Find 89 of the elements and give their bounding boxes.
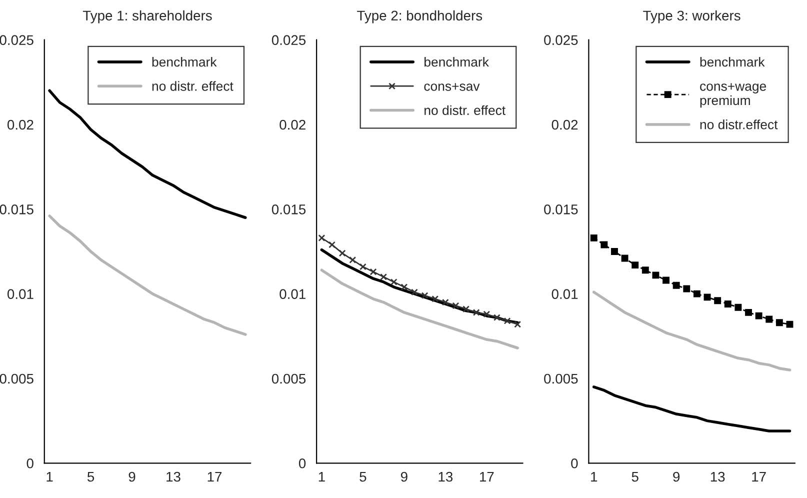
point bbox=[328, 241, 336, 248]
point bbox=[359, 263, 366, 270]
point bbox=[611, 248, 618, 255]
point bbox=[704, 294, 711, 301]
y-tick-label: 0.01 bbox=[280, 289, 306, 299]
y-tick-label: 0.025 bbox=[544, 35, 578, 46]
x-tick-label: 5 bbox=[360, 472, 366, 482]
point bbox=[683, 285, 690, 292]
point bbox=[442, 298, 449, 306]
legend-label: no distr. effect bbox=[424, 105, 506, 116]
x-tick-label: 13 bbox=[166, 472, 180, 482]
point bbox=[421, 292, 428, 299]
point bbox=[786, 320, 794, 328]
point bbox=[452, 302, 460, 310]
line-series bbox=[592, 290, 792, 372]
y-tick-label: 0.005 bbox=[272, 374, 306, 384]
legend-label: cons+sav bbox=[424, 83, 480, 91]
x-tick-label: 9 bbox=[400, 472, 408, 482]
point bbox=[672, 282, 680, 289]
x-tick-label: 9 bbox=[128, 472, 136, 482]
point bbox=[349, 256, 356, 264]
line-series bbox=[48, 89, 247, 220]
x-tick-label: 17 bbox=[752, 472, 766, 482]
point bbox=[380, 273, 388, 280]
y-tick-label: 0.025 bbox=[272, 35, 306, 46]
point bbox=[766, 316, 773, 323]
legend-label: no distr.effect bbox=[700, 120, 778, 130]
y-tick-label: 0 bbox=[26, 458, 34, 468]
y-tick-label: 0.025 bbox=[0, 35, 34, 46]
point bbox=[411, 288, 418, 296]
point bbox=[724, 300, 732, 308]
point bbox=[514, 320, 522, 328]
point bbox=[318, 234, 326, 242]
point bbox=[714, 297, 722, 304]
point bbox=[621, 254, 628, 262]
chart-title: Type 1: shareholders bbox=[82, 10, 212, 24]
y-tick-label: 0.015 bbox=[0, 204, 34, 214]
y-tick-label: 0.005 bbox=[544, 374, 578, 384]
point bbox=[483, 310, 490, 318]
y-tick-label: 0.02 bbox=[552, 120, 578, 130]
chart-title: Type 2: bondholders bbox=[357, 10, 482, 24]
x-tick-label: 1 bbox=[318, 472, 325, 482]
point bbox=[432, 295, 439, 302]
point bbox=[462, 306, 470, 313]
point bbox=[390, 278, 398, 286]
point bbox=[600, 241, 608, 248]
y-tick-label: 0.005 bbox=[0, 374, 34, 384]
x-tick-label: 5 bbox=[632, 472, 638, 482]
y-tick-label: 0.01 bbox=[7, 289, 34, 299]
y-tick-label: 0.02 bbox=[7, 120, 34, 130]
point bbox=[400, 284, 408, 291]
y-tick-label: 0.015 bbox=[544, 204, 578, 214]
line-series bbox=[48, 214, 247, 336]
legend-label: no distr. effect bbox=[152, 81, 234, 91]
point bbox=[472, 308, 480, 316]
x-tick-label: 5 bbox=[87, 472, 94, 482]
point bbox=[338, 250, 346, 257]
x-tick-label: 13 bbox=[438, 472, 453, 482]
legend-label: benchmark bbox=[424, 56, 489, 67]
x-tick-label: 9 bbox=[673, 472, 680, 482]
line-series bbox=[592, 386, 792, 432]
legend-label: benchmark bbox=[700, 56, 765, 67]
legend-label: benchmark bbox=[152, 56, 217, 67]
point bbox=[776, 319, 783, 326]
point bbox=[693, 290, 700, 298]
y-tick-label: 0.01 bbox=[552, 289, 578, 299]
y-tick-label: 0.02 bbox=[280, 120, 306, 130]
y-tick-label: 0.015 bbox=[272, 204, 306, 214]
x-tick-label: 17 bbox=[480, 472, 494, 482]
point bbox=[370, 268, 377, 276]
x-tick-label: 17 bbox=[208, 472, 222, 482]
legend-label: cons+wage premium bbox=[700, 83, 766, 108]
point bbox=[745, 308, 752, 316]
point bbox=[662, 276, 670, 284]
point bbox=[652, 272, 660, 279]
point bbox=[642, 266, 649, 274]
point bbox=[734, 304, 742, 311]
line-series bbox=[320, 268, 519, 350]
x-tick-label: 1 bbox=[591, 472, 598, 482]
point bbox=[504, 317, 511, 324]
x-tick-label: 13 bbox=[710, 472, 725, 482]
y-tick-label: 0 bbox=[298, 458, 306, 468]
point bbox=[493, 314, 500, 321]
point bbox=[632, 262, 639, 269]
point bbox=[590, 234, 598, 242]
point bbox=[755, 312, 762, 320]
y-tick-label: 0 bbox=[571, 458, 578, 468]
x-tick-label: 1 bbox=[46, 472, 53, 482]
chart-title: Type 3: workers bbox=[643, 10, 740, 24]
